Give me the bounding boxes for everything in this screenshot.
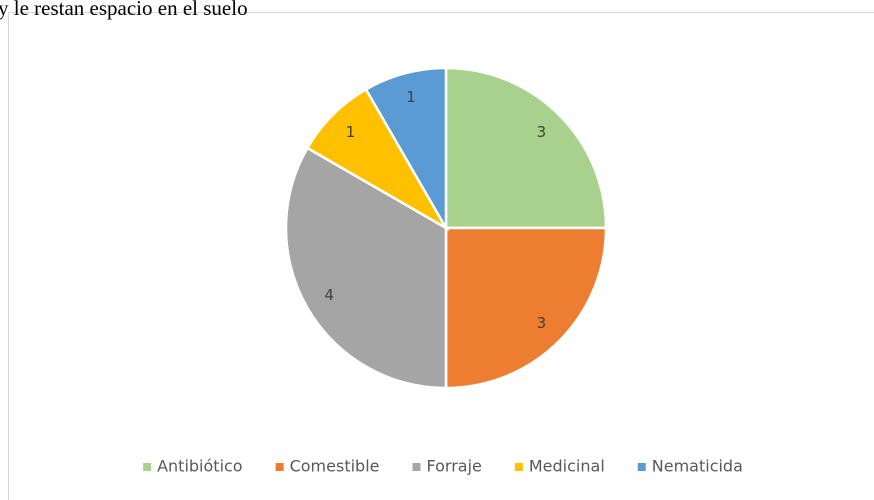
data-label: 3 <box>537 123 547 141</box>
legend: Antibiótico Comestible Forraje Medicinal Nem… <box>143 457 743 476</box>
legend-marker <box>143 463 152 471</box>
legend-marker <box>637 463 646 471</box>
data-label: 4 <box>324 286 334 304</box>
legend-label: Medicinal <box>529 457 605 476</box>
legend-marker <box>514 463 523 471</box>
pie: 3 3 4 1 1 <box>284 66 608 390</box>
legend-label: Comestible <box>290 457 380 476</box>
pie-slice <box>284 146 448 390</box>
legend-label: Nematicida <box>652 457 743 476</box>
legend-marker <box>412 463 421 471</box>
pie-slice <box>444 66 608 230</box>
legend-marker <box>275 463 284 471</box>
document-text: y le restan espacio en el suelo <box>0 0 248 20</box>
legend-label: Antibiótico <box>157 457 243 476</box>
legend-label: Forraje <box>426 457 481 476</box>
data-label: 3 <box>537 314 547 332</box>
data-label: 1 <box>406 88 416 106</box>
pie-slice <box>444 226 608 390</box>
data-label: 1 <box>346 123 356 141</box>
pie-slice <box>364 66 448 233</box>
